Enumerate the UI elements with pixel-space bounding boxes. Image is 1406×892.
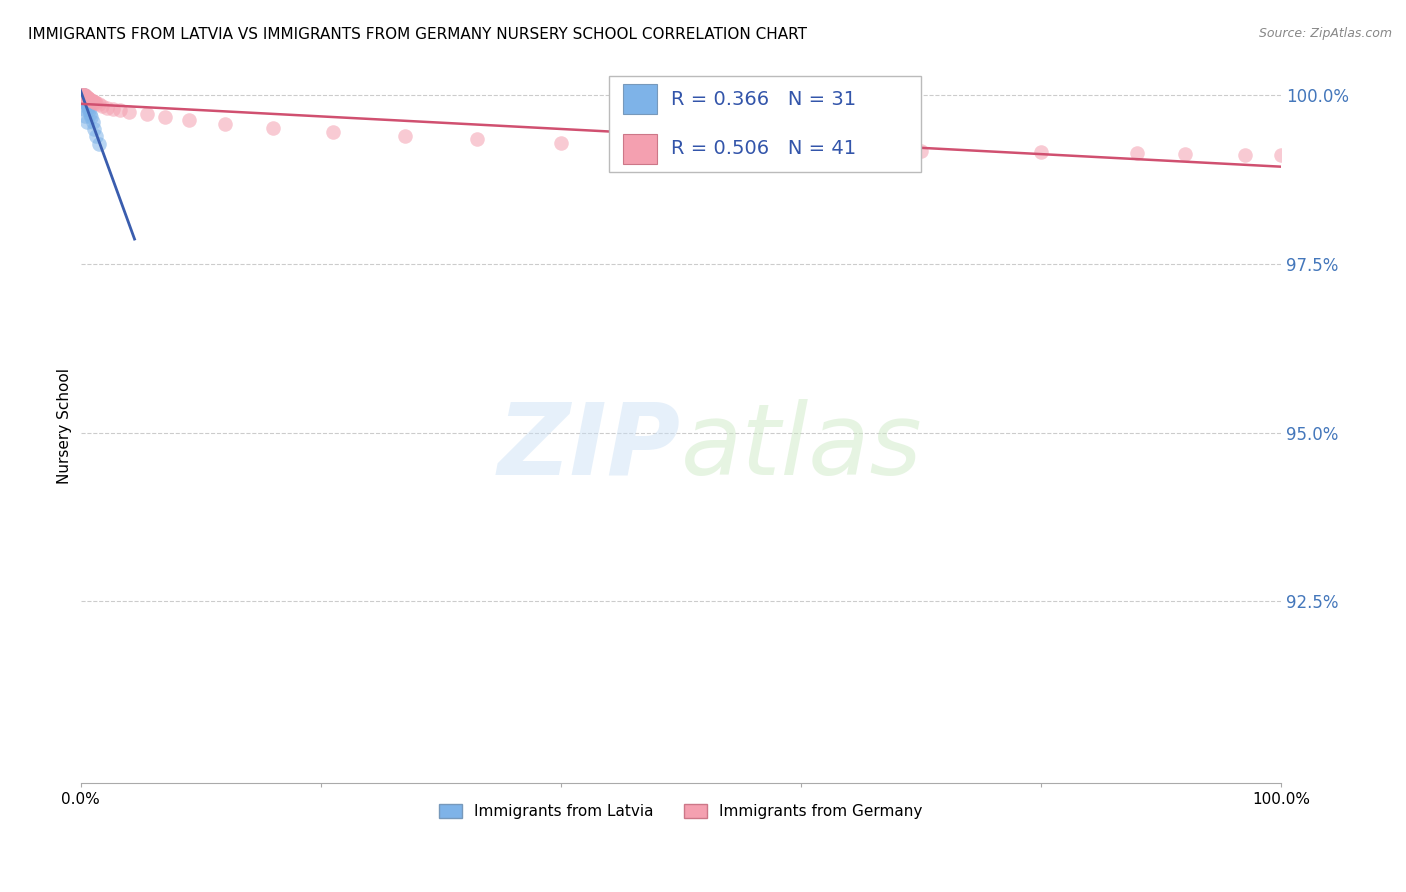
Point: [73, 90, 96, 104]
Y-axis label: Nursery School: Nursery School: [58, 368, 72, 483]
Point: [72, 88, 94, 103]
Point: [91, 98, 114, 112]
Point: [80, 93, 103, 107]
Point: [76, 101, 98, 115]
Point: [72, 88, 94, 103]
Point: [77, 103, 100, 118]
Point: [96, 101, 118, 115]
Point: [82, 94, 104, 108]
Point: [70, 90, 93, 104]
Point: [910, 144, 932, 158]
Point: [214, 117, 236, 131]
Point: [75, 109, 97, 123]
Point: [1174, 147, 1197, 161]
Point: [70, 88, 93, 103]
Point: [87, 136, 110, 151]
Point: [177, 113, 200, 128]
Point: [80, 110, 103, 124]
Point: [72, 88, 94, 103]
Point: [550, 136, 572, 150]
Point: [83, 122, 105, 136]
Point: [75, 92, 97, 106]
Point: [1126, 146, 1149, 161]
Point: [79, 93, 101, 107]
Point: [1270, 148, 1292, 162]
Bar: [623, 134, 657, 163]
Point: [76, 115, 98, 129]
Point: [79, 106, 101, 120]
Point: [76, 98, 98, 112]
Text: Source: ZipAtlas.com: Source: ZipAtlas.com: [1258, 27, 1392, 40]
Point: [75, 91, 97, 105]
Point: [135, 107, 157, 121]
Point: [73, 90, 96, 104]
Point: [790, 142, 813, 156]
Point: [76, 90, 98, 104]
Bar: [623, 84, 657, 114]
Point: [82, 115, 104, 129]
Text: atlas: atlas: [681, 399, 922, 496]
Point: [84, 128, 107, 143]
Point: [669, 139, 692, 153]
Bar: [609, 76, 921, 172]
Point: [84, 95, 107, 110]
Point: [77, 92, 100, 106]
Text: R = 0.366   N = 31: R = 0.366 N = 31: [671, 90, 856, 109]
Point: [73, 88, 96, 103]
Text: R = 0.506   N = 41: R = 0.506 N = 41: [671, 139, 856, 158]
Point: [117, 105, 139, 120]
Point: [394, 128, 416, 143]
Point: [1233, 148, 1256, 162]
Point: [87, 97, 110, 112]
Point: [73, 102, 96, 116]
Point: [76, 90, 98, 104]
Point: [83, 95, 105, 109]
Point: [76, 91, 98, 105]
Legend: Immigrants from Latvia, Immigrants from Germany: Immigrants from Latvia, Immigrants from …: [433, 798, 929, 825]
Point: [70, 88, 93, 103]
Point: [75, 93, 97, 107]
Point: [72, 88, 94, 103]
Point: [153, 110, 176, 124]
Point: [72, 95, 94, 110]
Point: [70, 88, 93, 103]
Point: [73, 88, 96, 103]
Point: [1029, 145, 1052, 160]
Point: [101, 102, 124, 116]
Point: [70, 88, 93, 103]
Point: [262, 120, 284, 135]
Point: [76, 96, 98, 111]
Point: [76, 95, 98, 110]
Point: [70, 88, 93, 103]
Text: IMMIGRANTS FROM LATVIA VS IMMIGRANTS FROM GERMANY NURSERY SCHOOL CORRELATION CHA: IMMIGRANTS FROM LATVIA VS IMMIGRANTS FRO…: [28, 27, 807, 42]
Point: [322, 125, 344, 139]
Point: [75, 89, 97, 103]
Point: [72, 88, 94, 103]
Point: [465, 132, 488, 146]
Point: [108, 103, 131, 118]
Point: [75, 88, 97, 103]
Text: ZIP: ZIP: [498, 399, 681, 496]
Point: [84, 95, 107, 110]
Point: [72, 88, 94, 103]
Point: [72, 88, 94, 103]
Point: [72, 93, 94, 107]
Point: [73, 88, 96, 103]
